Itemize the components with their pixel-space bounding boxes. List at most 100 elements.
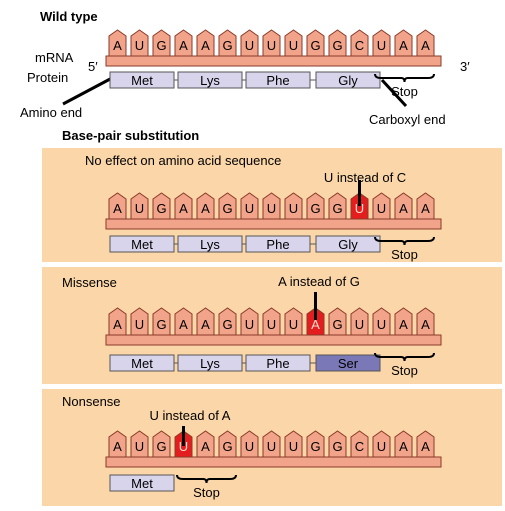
stop-brace xyxy=(176,474,237,484)
base-letter: U xyxy=(267,38,276,53)
amino-acid-label: Phe xyxy=(266,73,289,88)
base xyxy=(196,430,215,458)
amino-acid-label: Met xyxy=(131,237,153,252)
base xyxy=(416,29,435,57)
base-letter: G xyxy=(222,317,232,332)
base-letter: G xyxy=(222,439,232,454)
base-letter: G xyxy=(156,317,166,332)
base-letter: A xyxy=(421,439,430,454)
base xyxy=(328,430,347,458)
amino-acid xyxy=(245,354,311,372)
base xyxy=(108,192,127,220)
base-letter: C xyxy=(355,38,364,53)
base-letter: G xyxy=(156,38,166,53)
base-letter: A xyxy=(421,38,430,53)
base xyxy=(394,192,413,220)
base xyxy=(240,29,259,57)
amino-acid-label: Lys xyxy=(200,237,220,252)
panel-title-missense: Missense xyxy=(62,275,117,290)
section-title: Base-pair substitution xyxy=(62,128,199,143)
amino-acid xyxy=(315,71,381,89)
base-letter: A xyxy=(201,201,210,216)
base xyxy=(416,192,435,220)
mrna-backbone xyxy=(105,218,442,230)
base xyxy=(394,307,413,336)
base xyxy=(284,192,303,220)
amino-acid-label: Met xyxy=(131,356,153,371)
base xyxy=(218,430,237,458)
base xyxy=(394,29,413,57)
base xyxy=(372,307,391,336)
stop-brace xyxy=(374,236,435,246)
base-letter: U xyxy=(289,201,298,216)
base xyxy=(306,430,325,458)
base xyxy=(306,192,325,220)
base-letter: A xyxy=(421,201,430,216)
mrna-backbone xyxy=(105,334,442,346)
base-letter: A xyxy=(201,38,210,53)
base-letter: G xyxy=(332,38,342,53)
base xyxy=(394,430,413,458)
base-letter: C xyxy=(355,439,364,454)
amino-end-label: Amino end xyxy=(20,105,82,120)
panel-title-nonsense: Nonsense xyxy=(62,394,121,409)
base-letter: A xyxy=(179,38,188,53)
base xyxy=(262,192,281,220)
base-letter: A xyxy=(201,439,210,454)
base xyxy=(174,192,193,220)
base-letter: U xyxy=(245,38,254,53)
base-letter: U xyxy=(377,439,386,454)
base-letter: A xyxy=(311,317,320,332)
base xyxy=(152,192,171,220)
base xyxy=(240,192,259,220)
base-letter: G xyxy=(310,38,320,53)
base xyxy=(350,307,369,336)
base xyxy=(218,307,237,336)
amino-acid xyxy=(109,354,175,372)
amino-acid-label: Ser xyxy=(338,356,359,371)
base-letter: U xyxy=(245,439,254,454)
mutation-annotation: U instead of C xyxy=(324,170,406,185)
base xyxy=(218,192,237,220)
base-letter: A xyxy=(113,201,122,216)
base xyxy=(108,430,127,458)
base-letter: U xyxy=(135,201,144,216)
base xyxy=(130,430,149,458)
carboxyl-end-pointer xyxy=(380,78,408,108)
base xyxy=(174,29,193,57)
base xyxy=(196,29,215,57)
base-letter: A xyxy=(179,317,188,332)
base xyxy=(328,29,347,57)
base-letter: U xyxy=(377,201,386,216)
base-letter: U xyxy=(179,439,188,454)
amino-acid xyxy=(245,71,311,89)
base xyxy=(174,307,193,336)
amino-acid-label: Met xyxy=(131,73,153,88)
stop-label: Stop xyxy=(193,485,220,500)
base xyxy=(130,29,149,57)
amino-acid-label: Gly xyxy=(338,73,358,88)
base-letter: G xyxy=(222,201,232,216)
base xyxy=(240,307,259,336)
mrna-label: mRNA xyxy=(35,50,74,65)
amino-acid xyxy=(109,474,175,492)
base xyxy=(306,29,325,57)
mutated-base xyxy=(306,307,325,336)
base xyxy=(130,192,149,220)
amino-acid-label: Lys xyxy=(200,356,220,371)
base-letter: A xyxy=(113,439,122,454)
carboxyl-end-label: Carboxyl end xyxy=(369,112,446,127)
stop-label: Stop xyxy=(391,84,418,99)
base xyxy=(196,192,215,220)
amino-acid xyxy=(177,71,243,89)
base-letter: A xyxy=(113,317,122,332)
base-letter: U xyxy=(355,201,364,216)
base-letter: U xyxy=(377,38,386,53)
base-letter: G xyxy=(310,439,320,454)
stop-label: Stop xyxy=(391,247,418,262)
base xyxy=(350,29,369,57)
